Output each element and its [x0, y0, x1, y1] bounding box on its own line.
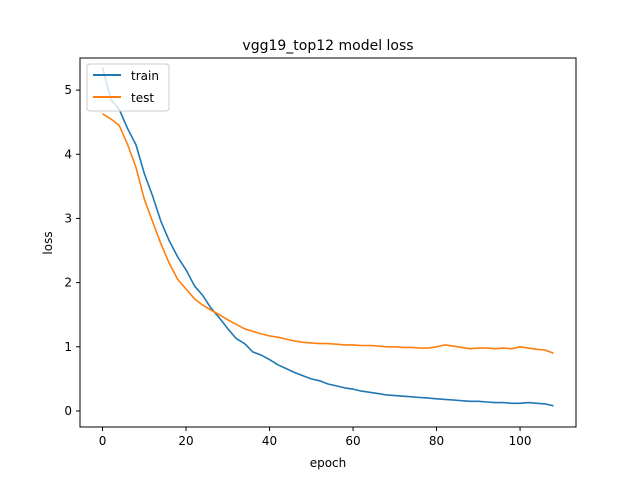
- y-tick-label: 2: [64, 276, 72, 290]
- series-line-train: [101, 67, 554, 407]
- x-axis-ticks: 0 20 40 60 80 100: [99, 427, 532, 448]
- y-tick-label: 0: [64, 404, 72, 418]
- axes-frame: [79, 57, 577, 428]
- plot-area: [101, 67, 554, 407]
- legend-train-label: train: [131, 69, 159, 83]
- x-tick-label: 80: [429, 434, 444, 448]
- y-axis-ticks: 0 1 2 3 4 5: [64, 83, 80, 418]
- x-tick-label: 40: [262, 434, 277, 448]
- x-axis-label: epoch: [310, 456, 347, 470]
- x-tick-label: 20: [178, 434, 193, 448]
- x-tick-label: 100: [509, 434, 532, 448]
- legend: train test: [86, 63, 170, 112]
- chart-title: vgg19_top12 model loss: [242, 38, 413, 54]
- y-tick-label: 3: [64, 211, 72, 225]
- x-tick-label: 60: [345, 434, 360, 448]
- y-tick-label: 5: [64, 83, 72, 97]
- y-axis-label: loss: [41, 231, 55, 254]
- y-tick-label: 1: [64, 340, 72, 354]
- y-tick-label: 4: [64, 147, 72, 161]
- series-line-test: [102, 113, 554, 354]
- x-tick-label: 0: [99, 434, 107, 448]
- legend-test-label: test: [131, 91, 154, 105]
